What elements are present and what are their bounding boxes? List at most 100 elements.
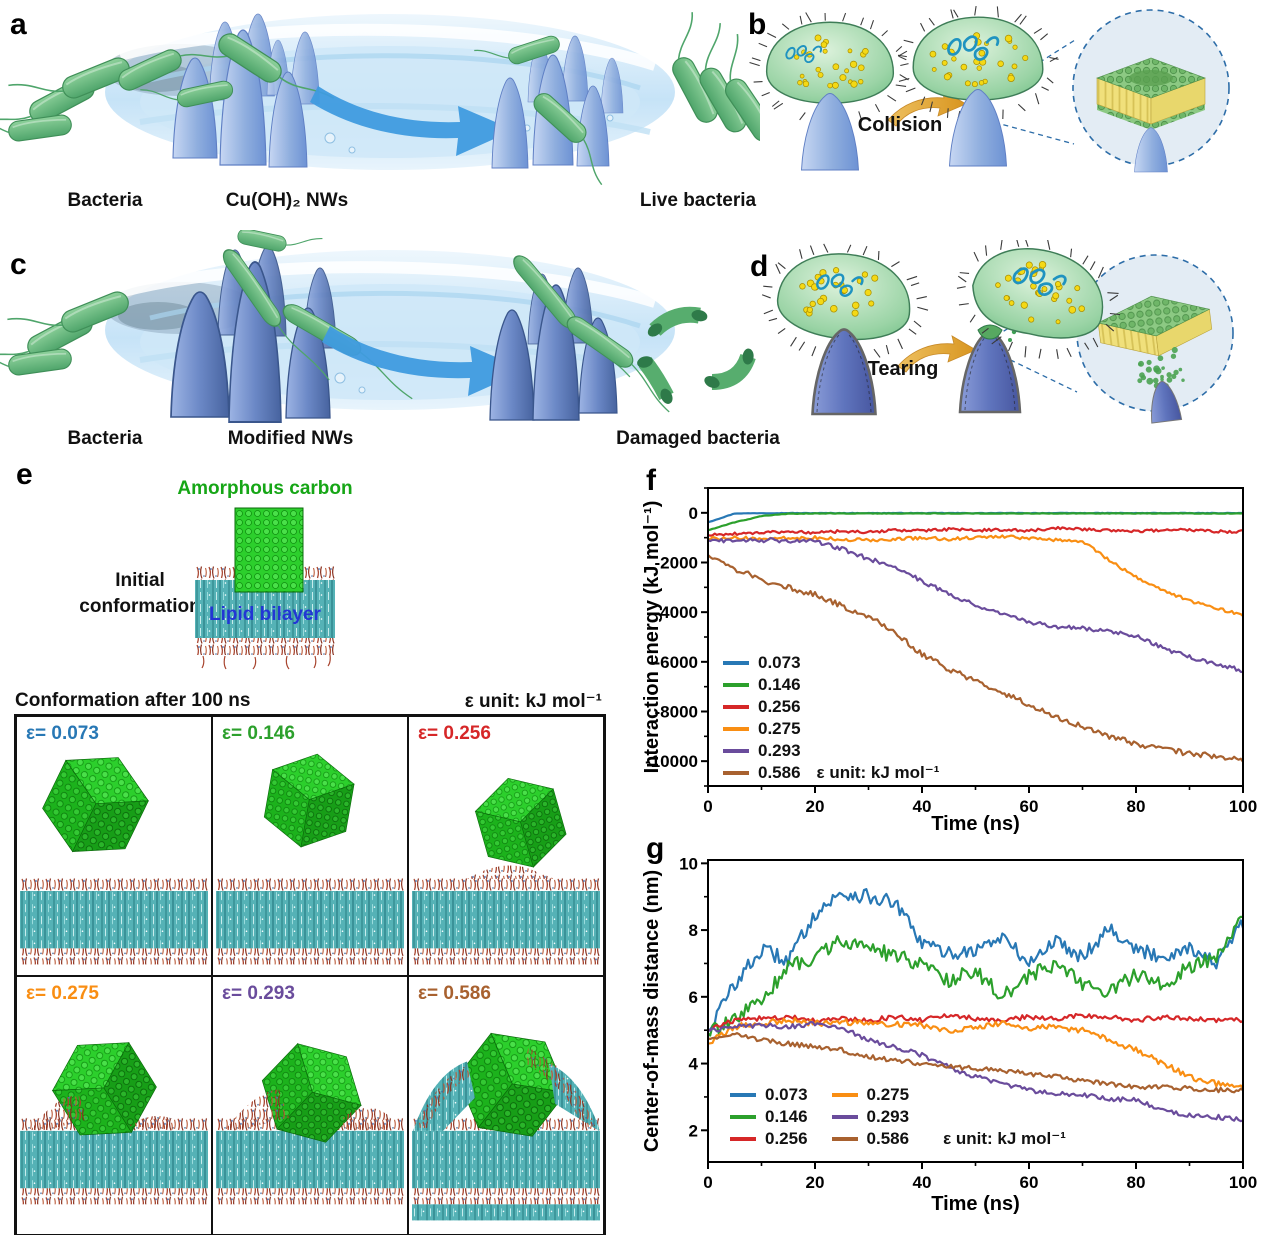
cilium bbox=[959, 272, 970, 274]
granule bbox=[1007, 74, 1015, 83]
cilium bbox=[953, 9, 959, 18]
granule bbox=[820, 41, 828, 48]
granule bbox=[868, 300, 875, 307]
series-line-0.146 bbox=[707, 915, 1244, 1037]
legend-line bbox=[730, 1137, 756, 1141]
legend-label: 0.586 bbox=[866, 1129, 910, 1148]
series-line-0.146 bbox=[707, 512, 1244, 532]
debris bbox=[1137, 378, 1143, 384]
x-tick-label: 60 bbox=[1020, 1173, 1039, 1192]
granule bbox=[822, 48, 828, 54]
legend-line bbox=[723, 771, 749, 775]
granule bbox=[862, 47, 869, 55]
cilium bbox=[1015, 240, 1020, 247]
cell-2-d bbox=[956, 240, 1121, 359]
series-line-0.275 bbox=[707, 1017, 1244, 1089]
cilium bbox=[1046, 77, 1054, 84]
cilium bbox=[974, 5, 977, 16]
legend-label: 0.256 bbox=[758, 697, 801, 716]
cilium bbox=[1109, 312, 1121, 316]
debris bbox=[1181, 378, 1185, 382]
cilium bbox=[1007, 341, 1013, 352]
collision-label: Collision bbox=[857, 114, 943, 136]
granule bbox=[871, 274, 879, 282]
cilium bbox=[1089, 261, 1096, 271]
granule bbox=[1004, 274, 1012, 282]
series-line-0.586 bbox=[707, 1032, 1244, 1094]
legend-item-0.275: 0.275 bbox=[831, 1084, 1066, 1106]
sim-cell-0275: ε= 0.275 bbox=[16, 975, 212, 1235]
amorphous-carbon-label: Amorphous carbon bbox=[177, 478, 353, 499]
y-tick-label: -2000 bbox=[655, 554, 698, 573]
legend-item-0.586: 0.586 ε unit: kJ mol⁻¹ bbox=[831, 1128, 1066, 1150]
legend-item-0.146: 0.146 bbox=[723, 674, 939, 696]
x-tick-label: 80 bbox=[1127, 797, 1146, 816]
cilium bbox=[969, 314, 976, 323]
debris bbox=[1170, 353, 1177, 359]
panel-letter-c: c bbox=[10, 248, 27, 281]
granule bbox=[976, 65, 982, 71]
granule bbox=[1025, 261, 1033, 269]
cilium bbox=[981, 327, 989, 334]
granule bbox=[827, 82, 833, 89]
granule bbox=[809, 300, 816, 308]
granule bbox=[1052, 292, 1060, 300]
cilium bbox=[895, 45, 903, 52]
cilium bbox=[781, 23, 790, 30]
granule bbox=[830, 305, 838, 313]
caption-damaged-bacteria: Damaged bacteria bbox=[616, 428, 780, 449]
series-line-0.256 bbox=[707, 525, 1244, 537]
membrane-patch bbox=[1096, 57, 1206, 173]
panel-letter-f: f bbox=[646, 464, 656, 497]
granule bbox=[832, 267, 840, 274]
cilium bbox=[811, 346, 817, 357]
granule bbox=[1012, 44, 1018, 50]
legend-label: 0.586 bbox=[758, 763, 801, 782]
cilium bbox=[799, 15, 803, 25]
granule bbox=[997, 60, 1004, 67]
cilium bbox=[881, 30, 888, 37]
granule bbox=[1078, 305, 1085, 312]
granule bbox=[817, 71, 824, 78]
y-tick-label: -10000 bbox=[645, 752, 698, 771]
legend-item-0.146: 0.146 bbox=[730, 1106, 808, 1128]
panel-a-illustration bbox=[0, 12, 760, 186]
damaged-bacteria-group bbox=[637, 306, 756, 404]
series-line-0.293 bbox=[707, 537, 1244, 674]
cell-1-b bbox=[749, 12, 909, 126]
flow-arrow-c bbox=[322, 326, 526, 396]
eps-label: ε= 0.275 bbox=[26, 982, 99, 1004]
chart-g: 0 20 40 60 80 100 2 4 6 8 10 Time (ns) Center-of-mas… bbox=[640, 836, 1268, 1235]
y-tick-label: 0 bbox=[689, 504, 698, 523]
grid-title: Conformation after 100 ns bbox=[15, 690, 251, 711]
series-line-0.586 bbox=[707, 554, 1244, 763]
cilium bbox=[956, 286, 966, 289]
y-axis-title: Interaction energy (kJ mol⁻¹) bbox=[641, 501, 663, 774]
cilium bbox=[790, 336, 797, 347]
granule bbox=[1028, 316, 1035, 323]
conformation-grid: ε= 0.073 ε= 0.146 ε= 0.256 ε= 0.275 ε= 0… bbox=[14, 714, 606, 1235]
cilium bbox=[958, 303, 969, 306]
y-tick-label: -6000 bbox=[655, 653, 698, 672]
granule bbox=[794, 54, 800, 60]
cilium bbox=[1034, 93, 1040, 105]
granule bbox=[847, 48, 853, 54]
granule bbox=[858, 79, 864, 85]
debris bbox=[1173, 369, 1179, 376]
legend-line bbox=[723, 749, 749, 753]
cilium bbox=[1014, 13, 1022, 23]
eps-label: ε= 0.293 bbox=[222, 982, 295, 1004]
inset-circle-d bbox=[993, 254, 1234, 424]
x-tick-label: 60 bbox=[1020, 797, 1039, 816]
cilium bbox=[887, 95, 897, 102]
legend-line bbox=[723, 683, 749, 687]
debris bbox=[1166, 372, 1172, 378]
x-tick-label: 0 bbox=[703, 1173, 712, 1192]
granule bbox=[960, 63, 968, 71]
debris bbox=[1146, 359, 1152, 366]
granule bbox=[849, 60, 858, 68]
granule bbox=[832, 63, 840, 71]
legend-line bbox=[730, 1115, 756, 1119]
sim-cell-0293: ε= 0.293 bbox=[212, 975, 408, 1235]
debris bbox=[1160, 377, 1164, 382]
